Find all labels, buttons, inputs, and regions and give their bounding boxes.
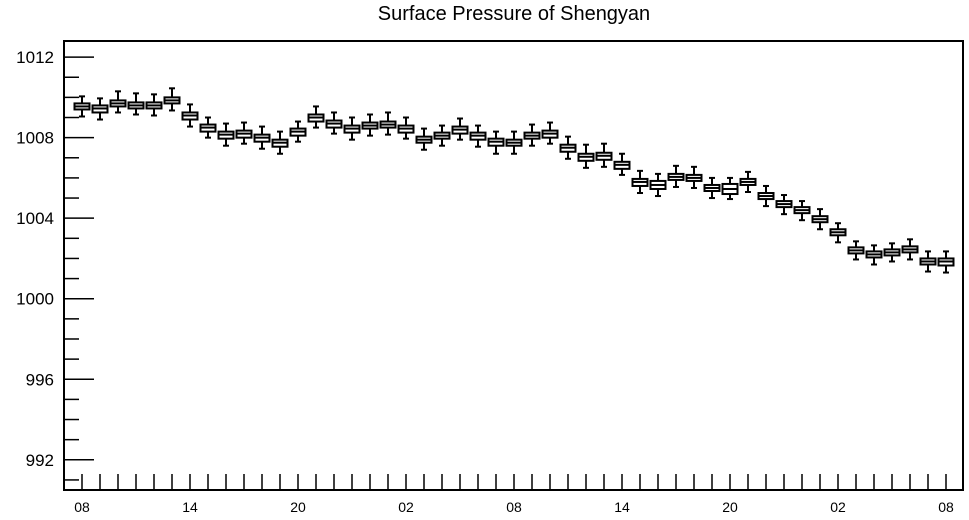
box-plot bbox=[181, 103, 199, 128]
box-plot bbox=[289, 120, 307, 143]
box-plot bbox=[505, 130, 523, 155]
box-plot bbox=[811, 208, 829, 231]
box-plot bbox=[595, 142, 613, 168]
box-plot bbox=[433, 124, 451, 147]
box-plot bbox=[829, 222, 847, 244]
box-plot bbox=[703, 176, 721, 200]
y-tick-label: 992 bbox=[26, 451, 54, 470]
box-plot bbox=[613, 152, 631, 176]
box-plot bbox=[865, 244, 883, 266]
x-tick-label: 02 bbox=[398, 499, 414, 515]
box-plot bbox=[739, 170, 757, 194]
box-plot bbox=[109, 90, 127, 114]
box-plot bbox=[415, 127, 433, 151]
box-plot bbox=[73, 95, 91, 118]
box-plot bbox=[163, 87, 181, 112]
x-tick-label: 14 bbox=[614, 499, 630, 515]
box-plot bbox=[253, 125, 271, 150]
box-plot bbox=[721, 176, 739, 201]
box-plot bbox=[91, 97, 109, 121]
box-plot bbox=[577, 143, 595, 169]
box-plot bbox=[793, 200, 811, 222]
y-tick-label: 1000 bbox=[16, 290, 54, 309]
y-tick-label: 1012 bbox=[16, 48, 54, 67]
box-plot bbox=[145, 93, 163, 117]
box-plot bbox=[757, 184, 775, 208]
box-plot bbox=[469, 124, 487, 148]
y-tick-label: 1004 bbox=[16, 209, 54, 228]
y-tick-label: 1008 bbox=[16, 129, 54, 148]
box-plot bbox=[127, 92, 145, 116]
x-tick-label: 08 bbox=[938, 499, 954, 515]
box-plot bbox=[685, 165, 703, 189]
box-plot bbox=[397, 116, 415, 140]
chart-title: Surface Pressure of Shengyan bbox=[377, 3, 651, 25]
x-tick-label: 20 bbox=[290, 499, 306, 515]
box-plot bbox=[847, 240, 865, 261]
box-plot bbox=[649, 172, 667, 198]
box-plot bbox=[307, 105, 325, 129]
box-plot bbox=[775, 194, 793, 216]
box-plot bbox=[343, 116, 361, 141]
box-plot bbox=[271, 130, 289, 155]
box-plot bbox=[631, 169, 649, 195]
box-plot bbox=[541, 121, 559, 145]
box-plot bbox=[883, 242, 901, 263]
box-series bbox=[73, 87, 955, 274]
x-tick-label: 08 bbox=[74, 499, 90, 515]
x-axis: 08 14 20 02 08 14 20 02 08 bbox=[74, 474, 954, 515]
box-plot bbox=[901, 238, 919, 261]
box-plot bbox=[199, 116, 217, 139]
y-axis: 992 996 1000 1004 1008 1012 bbox=[16, 48, 94, 481]
box-plot bbox=[919, 250, 937, 273]
box-plot bbox=[325, 111, 343, 135]
box-plot bbox=[451, 117, 469, 141]
box-plot bbox=[523, 123, 541, 147]
box-plot bbox=[667, 164, 685, 188]
x-tick-label: 20 bbox=[722, 499, 738, 515]
box-plot bbox=[235, 121, 253, 145]
box-plot bbox=[361, 113, 379, 137]
x-tick-label: 14 bbox=[182, 499, 198, 515]
box-plot bbox=[559, 135, 577, 160]
x-tick-label: 08 bbox=[506, 499, 522, 515]
box-plot bbox=[217, 122, 235, 147]
y-tick-label: 996 bbox=[26, 370, 54, 389]
box-plot bbox=[487, 130, 505, 155]
x-tick-label: 02 bbox=[830, 499, 846, 515]
box-plot bbox=[937, 250, 955, 274]
plot-frame bbox=[63, 40, 964, 491]
box-plot bbox=[379, 111, 397, 136]
